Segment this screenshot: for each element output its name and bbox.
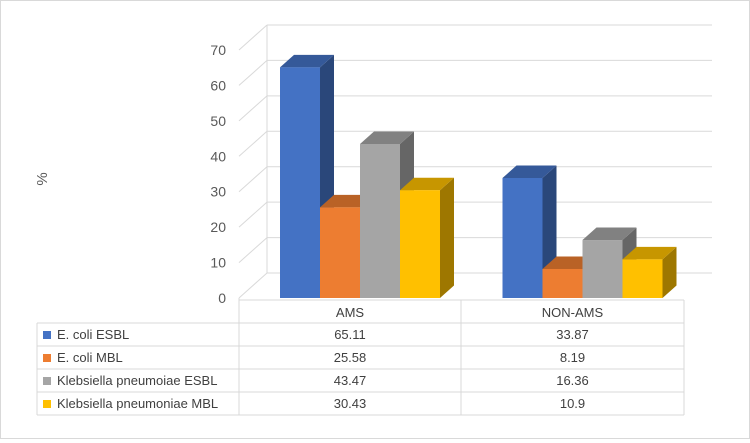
bar-front [320,207,360,298]
y-tick-label: 30 [210,184,226,200]
bar-front [502,178,543,298]
y-tick-label: 40 [210,148,226,164]
legend-key [43,354,51,362]
bar-front [622,259,663,298]
bar [582,227,637,298]
category-label: AMS [336,305,365,320]
y-tick-label: 70 [210,42,226,58]
legend-label: E. coli MBL [57,350,123,365]
data-label: 65.11 [334,327,366,342]
data-label: 33.87 [556,327,589,342]
y-tick-label: 50 [210,113,226,129]
category-label: NON-AMS [542,305,604,320]
bar-top [502,165,557,179]
bar [622,246,677,298]
legend-key [43,331,51,339]
bar [400,177,454,298]
gridline-side [238,130,268,157]
gridline-side [238,201,268,228]
gridline-side [238,166,268,193]
data-label: 10.9 [560,396,585,411]
legend-key [43,377,51,385]
bar-top [360,131,414,144]
bar-side [662,246,677,298]
data-label: 43.47 [334,373,367,388]
bar-top [582,227,637,241]
legend-label: Klebsiella pneumoiae ESBL [57,373,217,388]
bars [280,54,677,298]
y-tick-label: 20 [210,219,226,235]
data-label: 16.36 [556,373,589,388]
y-axis-tick-labels: 0 10 20 30 40 50 60 70 [210,42,226,306]
bar-front [542,268,583,298]
legend-label: Klebsiella pneumoniae MBL [57,396,218,411]
gridline-side [238,272,268,299]
gridline-side [238,60,268,86]
bar-top [400,177,454,191]
bar [280,54,334,298]
gridline-side [238,24,268,51]
bar-front [582,240,623,298]
legend-key [43,400,51,408]
y-tick-label: 0 [218,290,226,306]
data-table: AMS NON-AMS E. coli ESBL 65.11 33.87 E. coli … [36,299,685,416]
y-tick-label: 10 [210,255,226,271]
y-axis-label: % [34,172,51,185]
bar-front [360,143,400,298]
gridline-side [238,95,268,122]
data-label: 8.19 [560,350,585,365]
gridline-side [238,237,268,263]
bar-front [400,190,440,298]
legend-label: E. coli ESBL [57,327,129,342]
data-label: 25.58 [334,350,367,365]
bar-top [622,246,677,260]
bar-side [440,177,454,298]
bar-front [280,67,320,298]
data-label: 30.43 [334,396,367,411]
y-tick-label: 60 [210,77,226,93]
bar-top [280,54,334,68]
